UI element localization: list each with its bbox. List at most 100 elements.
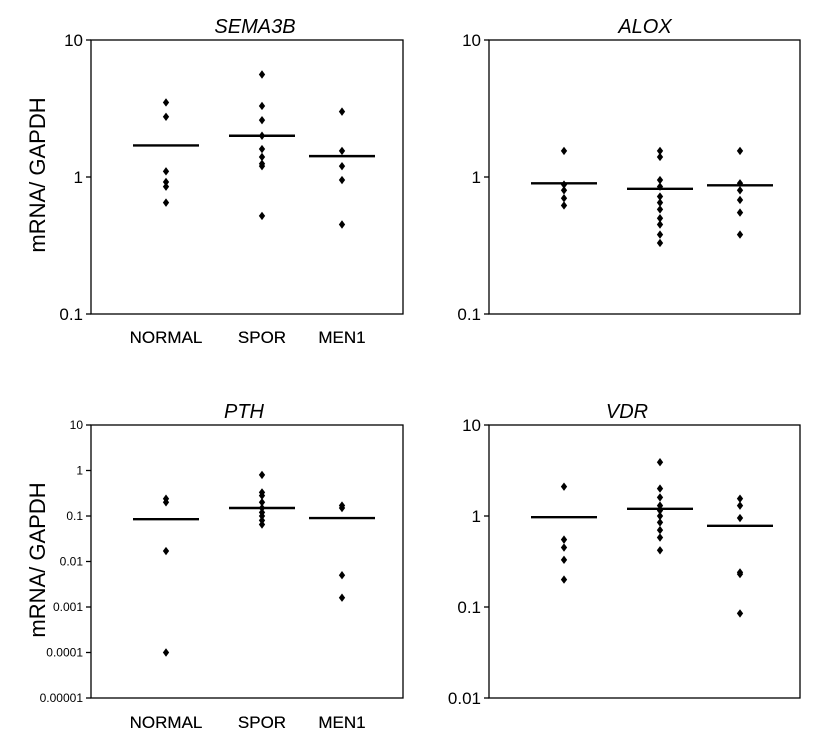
data-point <box>560 575 568 584</box>
data-point <box>258 161 266 171</box>
data-point <box>162 198 170 207</box>
data-point <box>736 186 744 195</box>
plot-frame <box>90 424 404 699</box>
data-point <box>736 609 744 618</box>
data-point <box>656 214 664 223</box>
data-point <box>258 511 266 521</box>
plot-frame <box>488 39 801 315</box>
y-tick-label: 1 <box>472 507 481 526</box>
y-tick-label: 0.01 <box>448 689 481 708</box>
data-point <box>560 201 568 210</box>
x-category-label: SPOR <box>238 328 286 347</box>
y-tick-label: 1 <box>472 168 481 187</box>
x-category-label: NORMAL <box>130 713 203 732</box>
data-point <box>560 535 568 544</box>
y-axis-label: mRNA/ GAPDH <box>25 97 50 252</box>
data-point <box>258 152 266 162</box>
data-point <box>656 511 664 521</box>
y-tick-label: 10 <box>70 418 84 432</box>
x-category-label: MEN1 <box>318 713 365 732</box>
data-point <box>656 198 664 207</box>
data-point <box>338 107 346 116</box>
y-tick-label: 10 <box>462 31 481 50</box>
data-point <box>656 525 664 535</box>
x-category-label: SPOR <box>238 328 286 347</box>
y-tick-label: 0.1 <box>457 598 481 617</box>
plot-frame <box>90 39 404 315</box>
panel-alox: ALOX 0.1 1 10 NORMAL SPOR MEN1 <box>130 16 801 347</box>
data-point <box>560 543 568 552</box>
panel-title: VDR <box>606 401 648 423</box>
data-point <box>338 146 346 156</box>
x-category-label: MEN1 <box>318 328 365 347</box>
data-point <box>162 167 170 176</box>
data-point <box>258 101 266 111</box>
data-point <box>736 230 744 239</box>
panel-title: SEMA3B <box>214 16 295 38</box>
data-point <box>656 458 664 467</box>
y-tick-label: 0.1 <box>457 305 481 324</box>
data-point <box>162 498 170 507</box>
data-point <box>338 570 346 580</box>
data-point <box>656 220 664 229</box>
data-point <box>258 520 266 529</box>
data-point <box>560 482 568 491</box>
data-point <box>338 175 346 185</box>
data-point <box>656 546 664 555</box>
y-tick-label: 0.01 <box>60 555 84 569</box>
data-point <box>656 152 664 162</box>
data-point <box>338 503 346 513</box>
data-point <box>656 175 664 185</box>
data-point <box>258 144 266 154</box>
data-point <box>736 208 744 217</box>
data-point <box>258 211 266 221</box>
data-point <box>162 648 170 657</box>
plot-frame <box>488 424 801 699</box>
panel-vdr: VDR 0.01 0.1 1 10 NORMAL SPOR MEN1 <box>130 401 801 732</box>
data-point <box>258 470 266 480</box>
data-point <box>560 186 568 195</box>
data-point <box>736 195 744 205</box>
data-point <box>656 146 664 156</box>
data-point <box>656 493 664 502</box>
data-point <box>736 146 744 156</box>
x-category-label: NORMAL <box>130 713 203 732</box>
y-tick-label: 1 <box>76 464 83 478</box>
x-category-label: NORMAL <box>130 328 203 347</box>
data-point <box>736 513 744 523</box>
x-category-label: NORMAL <box>130 328 203 347</box>
data-point <box>162 177 170 187</box>
data-point <box>656 238 664 248</box>
data-point <box>162 98 170 107</box>
y-tick-label: 0.00001 <box>40 691 84 705</box>
data-point <box>338 220 346 229</box>
x-category-label: SPOR <box>238 713 286 732</box>
data-point <box>258 115 266 125</box>
data-point <box>162 182 170 191</box>
data-point <box>338 161 346 171</box>
data-point <box>656 533 664 542</box>
x-category-label: MEN1 <box>318 713 365 732</box>
data-point <box>162 546 170 556</box>
data-point <box>560 194 568 203</box>
panel-pth: PTH mRNA/ GAPDH 0.00001 0.0001 0.001 0.01 0.1 1… <box>25 401 404 732</box>
data-point <box>736 569 744 579</box>
panel-sema3b: SEMA3B mRNA/ GAPDH 0.1 1 10 NORMAL SPOR MEN1 <box>25 16 404 347</box>
y-tick-label: 0.1 <box>59 305 83 324</box>
x-category-label: MEN1 <box>318 328 365 347</box>
data-point <box>736 501 744 510</box>
y-axis-label: mRNA/ GAPDH <box>25 482 50 637</box>
data-point <box>656 192 664 201</box>
panel-title: PTH <box>224 401 265 423</box>
y-tick-label: 1 <box>74 168 83 187</box>
data-point <box>656 484 664 493</box>
data-point <box>656 205 664 214</box>
panel-title: ALOX <box>617 16 672 38</box>
data-point <box>162 112 170 122</box>
y-tick-label: 0.1 <box>66 509 83 523</box>
data-point <box>258 70 266 79</box>
data-point <box>560 555 568 565</box>
y-tick-label: 10 <box>462 416 481 435</box>
data-point <box>736 494 744 503</box>
